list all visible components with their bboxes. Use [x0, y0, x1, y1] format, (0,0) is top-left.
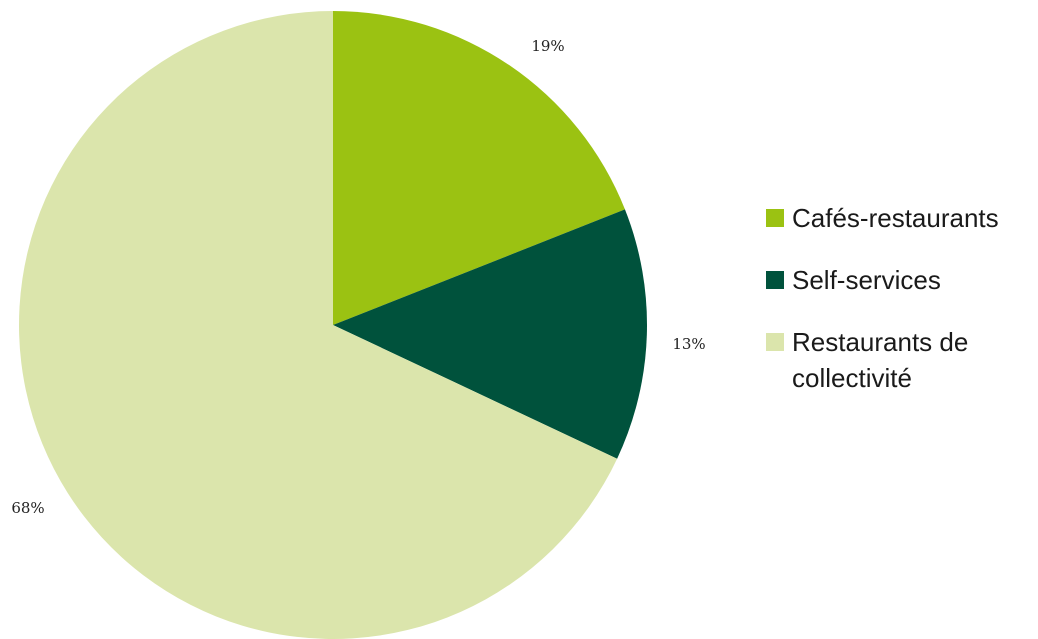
legend-item-2: Self-services: [766, 262, 1034, 298]
legend-label-2: Self-services: [792, 265, 941, 295]
legend: Cafés-restaurants Self-services Restaurant…: [766, 200, 1034, 422]
legend-item-1: Cafés-restaurants: [766, 200, 1034, 236]
pie-slice-2: [333, 209, 648, 459]
data-label-2: 13%: [672, 335, 705, 353]
pie-slice-1: [333, 11, 625, 325]
legend-label-3: Restaurants de collectivité: [792, 327, 969, 393]
legend-swatch-1: [766, 209, 784, 227]
legend-swatch-2: [766, 271, 784, 289]
legend-label-1: Cafés-restaurants: [792, 203, 999, 233]
data-label-3: 68%: [11, 499, 44, 517]
data-label-1: 19%: [531, 37, 564, 55]
legend-swatch-3: [766, 333, 784, 351]
legend-item-3: Restaurants de collectivité: [766, 324, 1034, 396]
pie-slice-3: [19, 11, 618, 639]
